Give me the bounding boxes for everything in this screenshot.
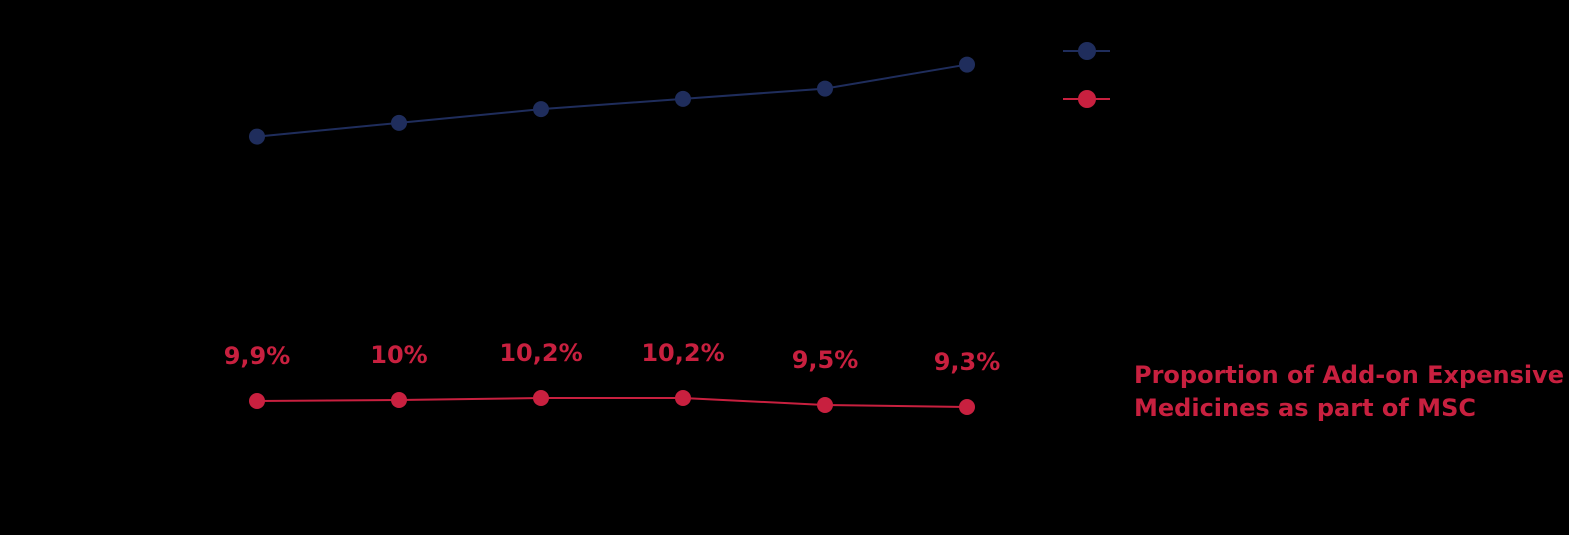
- data-point: [817, 397, 833, 413]
- data-label: 10,2%: [641, 339, 724, 367]
- data-label: 9,5%: [792, 346, 859, 374]
- annotation: Medicines as part of MSC: [1134, 394, 1476, 422]
- data-label: 9,9%: [224, 342, 291, 370]
- annotation: Proportion of Add-on Expensive: [1134, 361, 1564, 389]
- series-line: [256, 63, 968, 138]
- data-point: [533, 390, 549, 406]
- data-point: [533, 101, 549, 118]
- data-point: [959, 399, 975, 415]
- data-point: [675, 390, 691, 406]
- data-point: [249, 128, 265, 145]
- data-label: 10%: [370, 341, 427, 369]
- data-point: [391, 392, 407, 408]
- data-label: 10,2%: [499, 339, 582, 367]
- data-point: [817, 80, 833, 97]
- data-point: [959, 56, 975, 73]
- data-point: [249, 393, 265, 409]
- legend-marker: [1078, 42, 1096, 60]
- data-label: 9,3%: [934, 348, 1001, 376]
- data-point: [675, 90, 691, 107]
- data-point: [391, 114, 407, 131]
- legend-marker: [1078, 90, 1096, 108]
- series-line: [256, 397, 968, 408]
